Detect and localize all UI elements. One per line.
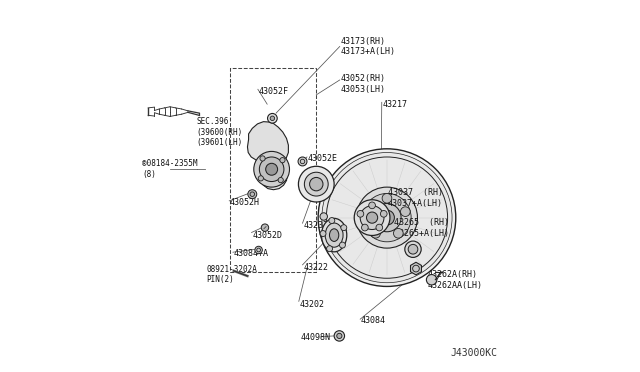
Circle shape <box>329 218 335 224</box>
Circle shape <box>254 151 289 187</box>
Circle shape <box>270 116 275 121</box>
Circle shape <box>259 157 284 182</box>
Ellipse shape <box>321 218 347 252</box>
Circle shape <box>369 202 376 209</box>
Text: 43084+A: 43084+A <box>234 249 269 258</box>
Circle shape <box>322 153 452 283</box>
Text: 43173(RH)
43173+A(LH): 43173(RH) 43173+A(LH) <box>340 36 396 57</box>
Circle shape <box>320 231 326 237</box>
Text: 08921-3202A
PIN(2): 08921-3202A PIN(2) <box>207 264 257 285</box>
Circle shape <box>248 190 257 199</box>
Text: ®08184-2355M
(8): ®08184-2355M (8) <box>142 159 198 179</box>
Circle shape <box>371 228 380 238</box>
Circle shape <box>405 241 421 257</box>
Circle shape <box>356 187 417 248</box>
Circle shape <box>367 212 378 223</box>
Circle shape <box>337 333 342 339</box>
Circle shape <box>382 193 392 203</box>
Text: 43202: 43202 <box>300 300 324 309</box>
Text: 43217: 43217 <box>383 100 408 109</box>
Circle shape <box>278 177 284 183</box>
Circle shape <box>298 166 334 202</box>
Circle shape <box>376 224 383 231</box>
Text: 43052D: 43052D <box>252 231 282 240</box>
Polygon shape <box>248 122 289 190</box>
Circle shape <box>305 172 328 196</box>
Circle shape <box>318 149 456 286</box>
Text: 43262A(RH)
43262AA(LH): 43262A(RH) 43262AA(LH) <box>428 270 483 290</box>
Circle shape <box>357 211 364 217</box>
Circle shape <box>401 207 410 217</box>
Ellipse shape <box>325 223 343 247</box>
Text: 43232: 43232 <box>303 221 328 230</box>
Text: 43084: 43084 <box>361 316 386 325</box>
Circle shape <box>334 331 344 341</box>
Circle shape <box>408 244 418 254</box>
Circle shape <box>261 224 269 231</box>
Text: 44098N: 44098N <box>301 333 331 342</box>
Circle shape <box>258 176 264 181</box>
Circle shape <box>266 163 278 175</box>
Text: 43052F: 43052F <box>259 87 289 96</box>
Circle shape <box>354 200 390 235</box>
Circle shape <box>341 225 347 231</box>
Circle shape <box>394 228 403 238</box>
Circle shape <box>426 275 437 285</box>
Circle shape <box>298 157 307 166</box>
Text: 43052(RH)
43053(LH): 43052(RH) 43053(LH) <box>340 74 385 94</box>
Circle shape <box>310 177 323 191</box>
Polygon shape <box>410 262 422 275</box>
Text: 43265  (RH)
43265+A(LH): 43265 (RH) 43265+A(LH) <box>394 218 449 238</box>
Circle shape <box>255 246 262 254</box>
Text: J43000KC: J43000KC <box>451 348 498 358</box>
Text: 43222: 43222 <box>303 263 328 272</box>
Circle shape <box>320 213 328 220</box>
Circle shape <box>373 203 401 232</box>
Circle shape <box>280 158 285 163</box>
Circle shape <box>339 242 346 248</box>
Text: SEC.396
(39600(RH)
(39601(LH): SEC.396 (39600(RH) (39601(LH) <box>196 117 243 147</box>
Circle shape <box>260 156 265 161</box>
Circle shape <box>364 207 373 217</box>
Text: 43037  (RH)
43037+A(LH): 43037 (RH) 43037+A(LH) <box>388 188 443 208</box>
Bar <box>230 68 316 272</box>
Circle shape <box>363 193 411 242</box>
Text: 43052E: 43052E <box>308 154 338 163</box>
Circle shape <box>380 211 387 217</box>
Text: 43052H: 43052H <box>230 198 260 207</box>
Circle shape <box>362 224 368 231</box>
Circle shape <box>326 246 333 252</box>
Circle shape <box>268 113 277 123</box>
Circle shape <box>360 206 384 230</box>
Circle shape <box>380 210 394 225</box>
Ellipse shape <box>330 229 339 241</box>
